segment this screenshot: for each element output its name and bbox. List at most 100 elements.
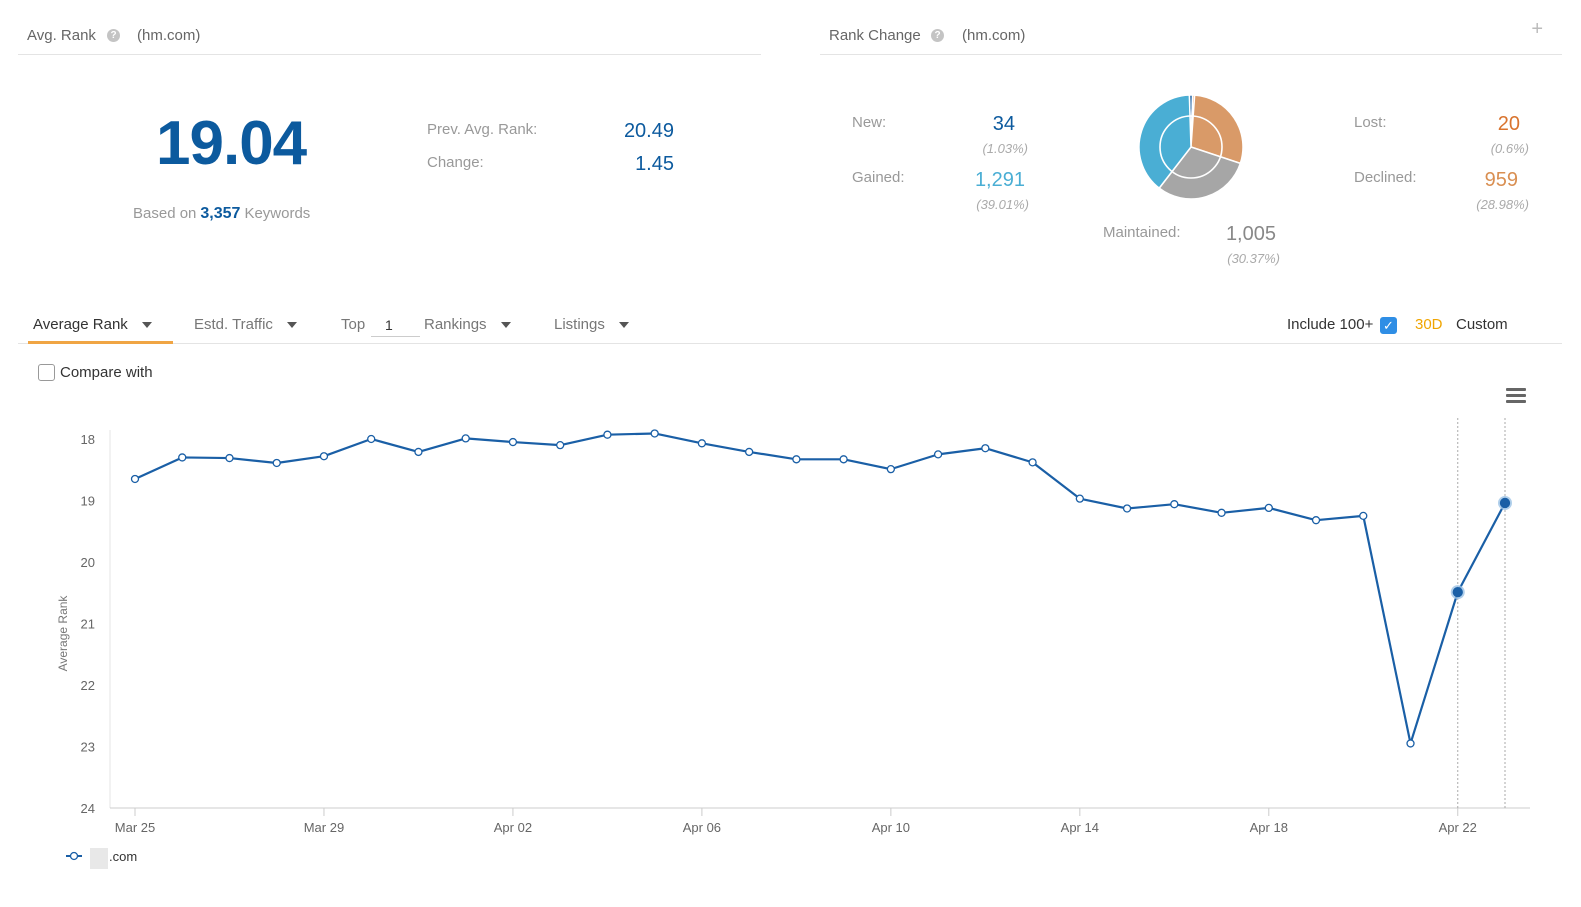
avg-rank-header: Avg. Rank ? (hm.com)	[18, 20, 761, 55]
x-tick-label: Apr 14	[1061, 820, 1099, 835]
data-point[interactable]	[933, 450, 943, 459]
x-tick-label: Apr 22	[1439, 820, 1477, 835]
x-tick-label: Mar 25	[115, 820, 155, 835]
data-point[interactable]	[1311, 516, 1321, 525]
x-tick-label: Apr 10	[872, 820, 910, 835]
data-point[interactable]	[556, 441, 565, 450]
rank-change-header: Rank Change ? (hm.com)	[820, 20, 1562, 55]
include-100-checkbox[interactable]: ✓	[1380, 317, 1397, 334]
tab-rankings[interactable]: Rankings	[424, 316, 511, 333]
data-point[interactable]	[178, 453, 187, 462]
lost-pct: (0.6%)	[1490, 141, 1529, 156]
tab-estd-traffic[interactable]: Estd. Traffic	[194, 316, 297, 333]
range-custom-button[interactable]: Custom	[1456, 316, 1508, 333]
rank-change-domain: (hm.com)	[962, 27, 1026, 44]
new-value: 34	[992, 113, 1015, 135]
series-line[interactable]	[134, 432, 1506, 745]
tab-listings[interactable]: Listings	[554, 316, 629, 333]
data-point[interactable]	[886, 464, 896, 474]
x-tick-label: Mar 29	[304, 820, 344, 835]
y-tick-label: 23	[81, 740, 95, 755]
chevron-down-icon	[141, 322, 152, 329]
active-tab-underline	[28, 341, 173, 344]
maintained-value: 1,005	[1225, 223, 1276, 245]
help-icon[interactable]: ?	[107, 29, 120, 42]
data-point[interactable]	[839, 455, 848, 464]
average-rank-line-chart[interactable]: 18 19 20 21 22 23 24 Average Rank Mar 25 Mar 29 Ap…	[0, 400, 1581, 880]
tabs-divider	[18, 343, 1562, 344]
lost-label: Lost:	[1354, 114, 1387, 131]
maintained-label: Maintained:	[1103, 224, 1181, 241]
tab-rankings-label: Rankings	[424, 316, 487, 333]
data-point[interactable]	[130, 474, 140, 484]
top-n-input[interactable]	[371, 313, 420, 337]
gained-label: Gained:	[852, 169, 905, 186]
rank-change-pie[interactable]	[1136, 94, 1246, 204]
redacted-block	[90, 848, 108, 869]
top-label: Top	[341, 316, 366, 333]
data-point[interactable]	[414, 447, 423, 457]
chevron-down-icon	[618, 322, 629, 329]
x-tick-label: Apr 18	[1250, 820, 1288, 835]
keywords-count[interactable]: 3,357	[200, 205, 241, 222]
pie-inner-ring	[1159, 115, 1223, 179]
data-point[interactable]	[744, 447, 754, 457]
include-100-label: Include 100+	[1287, 316, 1374, 333]
data-point[interactable]	[1264, 503, 1273, 513]
new-pct: (1.03%)	[982, 141, 1028, 156]
data-point[interactable]	[1028, 458, 1037, 467]
y-tick-label: 22	[81, 678, 95, 693]
declined-value: 959	[1484, 169, 1518, 191]
data-point[interactable]	[367, 434, 376, 444]
data-point[interactable]	[1499, 497, 1511, 509]
declined-pct: (28.98%)	[1476, 197, 1529, 212]
x-tick-label: Apr 06	[683, 820, 721, 835]
avg-rank-value: 19.04	[156, 109, 307, 178]
prev-avg-rank-value: 20.49	[623, 120, 674, 142]
compare-with-checkbox[interactable]	[38, 364, 55, 381]
y-axis-title: Average Rank	[56, 595, 70, 672]
data-point[interactable]	[1452, 586, 1463, 598]
lost-value: 20	[1497, 113, 1520, 135]
legend-marker-icon	[69, 851, 79, 861]
data-point[interactable]	[603, 430, 612, 439]
help-icon[interactable]: ?	[931, 29, 944, 42]
rank-change-title: Rank Change	[829, 27, 921, 44]
data-point[interactable]	[1359, 511, 1368, 521]
data-point[interactable]	[792, 455, 801, 464]
y-tick-label: 19	[81, 494, 95, 509]
data-point[interactable]	[272, 458, 281, 468]
chart-menu-icon[interactable]	[1506, 388, 1526, 404]
y-tick-label: 18	[81, 432, 95, 447]
avg-rank-domain: (hm.com)	[137, 27, 201, 44]
data-point[interactable]	[225, 453, 234, 463]
y-tick-label: 20	[81, 555, 95, 570]
maintained-pct: (30.37%)	[1227, 251, 1280, 266]
data-point[interactable]	[319, 452, 329, 461]
pie-slice-maintained[interactable]	[1158, 146, 1242, 200]
data-point[interactable]	[1075, 494, 1084, 503]
legend-label[interactable]: .com	[109, 849, 137, 864]
gained-value: 1,291	[974, 169, 1025, 191]
based-on-label: Based on	[133, 205, 197, 222]
data-point[interactable]	[461, 434, 470, 443]
y-tick-label: 21	[81, 617, 95, 632]
data-point[interactable]	[697, 439, 707, 448]
prev-avg-rank-label: Prev. Avg. Rank:	[427, 121, 538, 138]
change-value: 1.45	[635, 153, 674, 175]
data-point[interactable]	[508, 437, 518, 447]
data-point[interactable]	[1122, 504, 1132, 513]
tab-listings-label: Listings	[554, 316, 605, 333]
tab-average-rank[interactable]: Average Rank	[33, 316, 152, 333]
rank-change-pie-slices	[1138, 94, 1244, 200]
avg-rank-title: Avg. Rank	[27, 27, 96, 44]
add-icon[interactable]: +	[1531, 18, 1543, 40]
data-point[interactable]	[1217, 508, 1226, 517]
range-30d-button[interactable]: 30D	[1415, 316, 1443, 333]
data-point[interactable]	[1406, 739, 1415, 748]
x-tick-label: Apr 02	[494, 820, 532, 835]
new-label: New:	[852, 114, 887, 131]
data-point[interactable]	[650, 429, 659, 438]
data-point[interactable]	[981, 444, 990, 453]
data-point[interactable]	[1170, 500, 1179, 509]
